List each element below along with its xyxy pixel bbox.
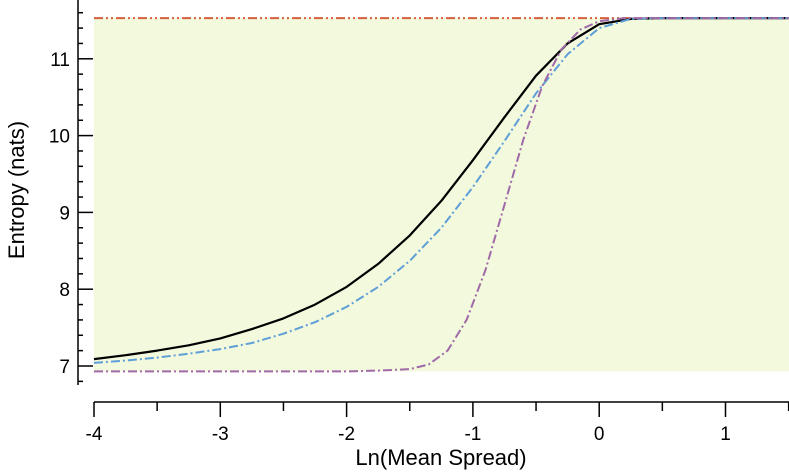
y-axis: 7 8 9 10 11	[49, 0, 93, 385]
y-tick-label: 7	[59, 357, 70, 378]
y-axis-label: Entropy (nats)	[4, 121, 29, 259]
y-tick-label: 8	[59, 280, 70, 301]
y-tick-label: 9	[59, 203, 70, 224]
x-tick-label: 1	[720, 424, 731, 445]
x-tick-label: -1	[464, 424, 481, 445]
x-tick-label: 0	[594, 424, 605, 445]
series-line-3	[93, 17, 789, 364]
x-axis: -4 -3 -2 -1 0 1	[86, 401, 789, 445]
y-tick-label: 10	[49, 127, 70, 148]
x-tick-label: -4	[86, 424, 103, 445]
y-tick-label: 11	[50, 50, 70, 71]
x-tick-label: -2	[338, 424, 355, 445]
shaded-range-band	[94, 18, 789, 372]
series-line-4	[94, 17, 789, 373]
series-layer	[93, 17, 789, 373]
series-line-2	[93, 17, 789, 361]
x-axis-label: Ln(Mean Spread)	[355, 445, 526, 470]
x-tick-label: -3	[212, 424, 229, 445]
